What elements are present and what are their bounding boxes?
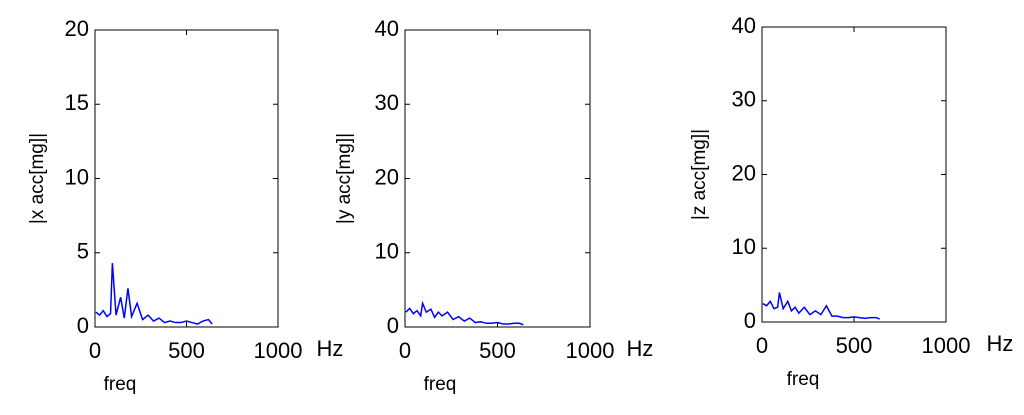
x-tick-label: 1000 — [566, 338, 615, 363]
x-axis-label: freq — [787, 369, 820, 390]
y-tick-label: 10 — [732, 234, 756, 259]
spectrum-line — [762, 292, 881, 320]
x-tick-label: 500 — [168, 338, 205, 363]
y-tick-label: 10 — [65, 164, 89, 189]
x-axis-label: freq — [424, 374, 457, 395]
plot-area — [761, 26, 947, 323]
y-axis-label: |z acc[mg]| — [689, 129, 710, 220]
x-unit: Hz — [987, 331, 1014, 356]
plot-area — [404, 29, 591, 328]
y-axis-label: |x acc[mg]| — [27, 133, 48, 224]
y-tick-label: 0 — [387, 313, 399, 338]
x-tick-label: 1000 — [922, 333, 971, 358]
y-tick-label: 20 — [732, 160, 756, 185]
y-tick-label: 40 — [375, 16, 399, 41]
y-tick-label: 20 — [65, 16, 89, 41]
spectrum-line — [405, 300, 524, 326]
y-tick-label: 0 — [77, 313, 89, 338]
x-axis-label: freq — [104, 374, 137, 395]
x-tick-label: 0 — [399, 338, 411, 363]
y-tick-label: 30 — [375, 90, 399, 115]
y-tick-label: 0 — [744, 308, 756, 333]
y-tick-label: 20 — [375, 164, 399, 189]
y-axis-label: |y acc[mg]| — [334, 133, 355, 224]
spectrum-line — [95, 263, 213, 325]
x-unit: Hz — [627, 336, 654, 361]
plot-area — [94, 29, 279, 328]
x-tick-label: 0 — [89, 338, 101, 363]
y-tick-label: 30 — [732, 87, 756, 112]
x-tick-label: 1000 — [254, 338, 303, 363]
y-tick-label: 40 — [732, 13, 756, 38]
x-tick-label: 500 — [479, 338, 516, 363]
y-tick-label: 5 — [77, 239, 89, 264]
x-unit: Hz — [317, 336, 344, 361]
x-tick-label: 500 — [836, 333, 873, 358]
y-tick-label: 10 — [375, 239, 399, 264]
y-tick-label: 15 — [65, 90, 89, 115]
x-tick-label: 0 — [756, 333, 768, 358]
